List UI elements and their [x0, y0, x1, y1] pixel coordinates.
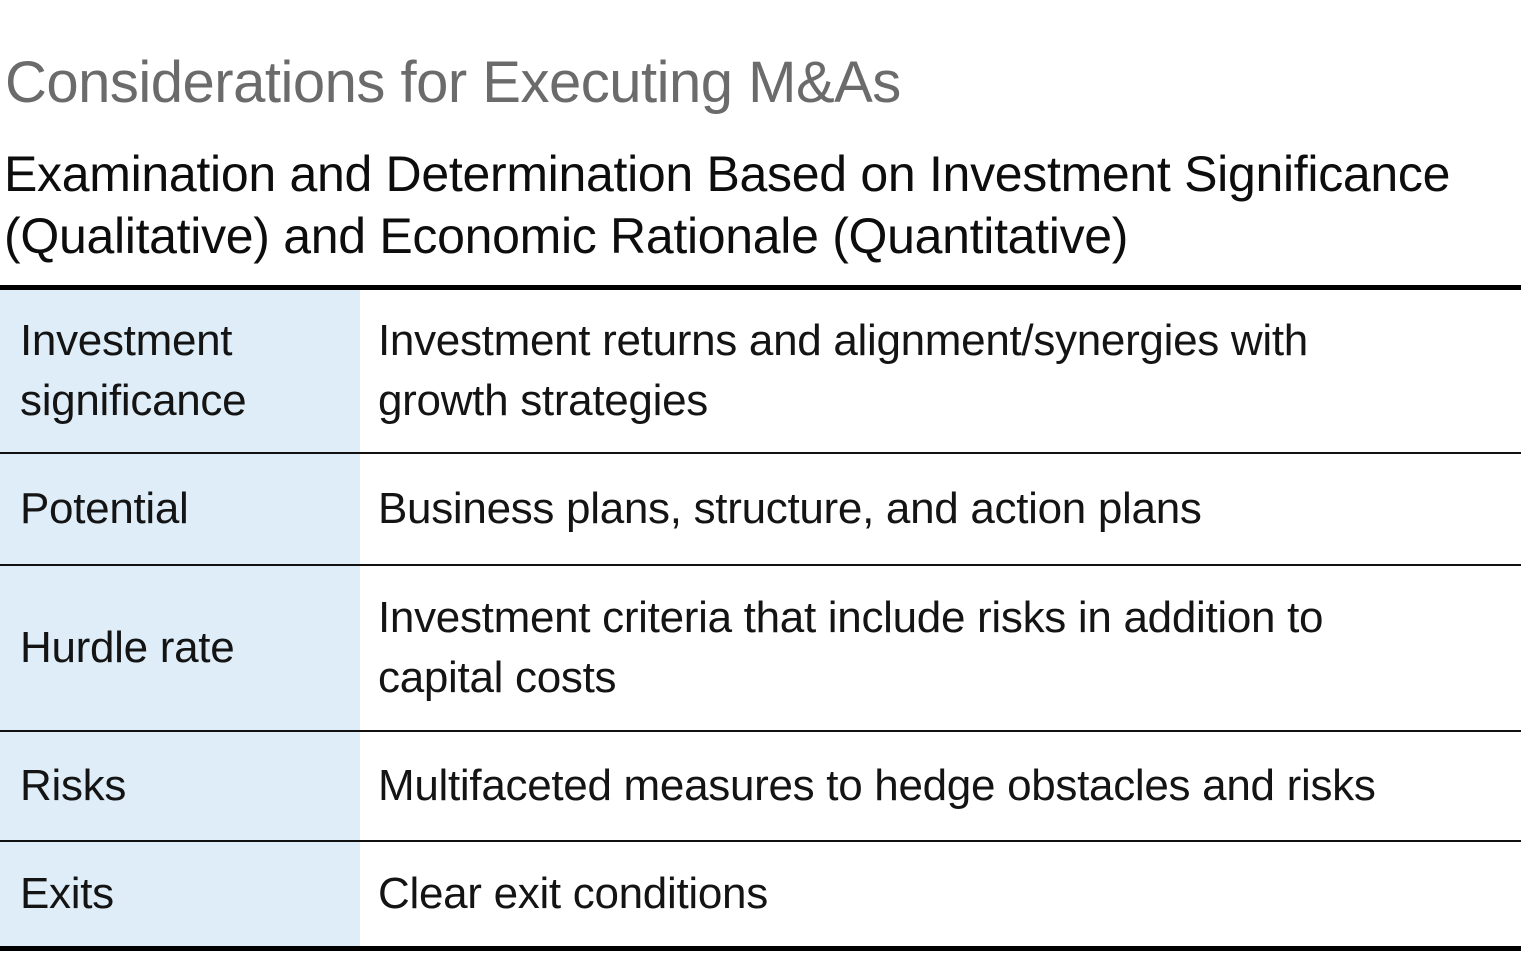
row-label: Risks: [20, 761, 127, 810]
table-row-risks: Risks Multifaceted measures to hedge obs…: [0, 730, 1521, 840]
criteria-table: Investment significance Investment retur…: [0, 285, 1521, 951]
table-row-potential: Potential Business plans, structure, and…: [0, 452, 1521, 564]
row-description-cell: Investment returns and alignment/synergi…: [360, 290, 1521, 452]
row-description-cell: Investment criteria that include risks i…: [360, 566, 1521, 730]
row-label-cell: Investment significance: [0, 290, 360, 452]
row-label: Hurdle rate: [20, 623, 235, 672]
table-row-hurdle-rate: Hurdle rate Investment criteria that inc…: [0, 564, 1521, 730]
row-description-cell: Clear exit conditions: [360, 842, 1521, 946]
row-description: Investment criteria that include risks i…: [378, 593, 1324, 702]
row-label-cell: Hurdle rate: [0, 566, 360, 730]
row-label: Exits: [20, 869, 114, 918]
row-description-cell: Business plans, structure, and action pl…: [360, 454, 1521, 564]
subtitle-line-2: (Qualitative) and Economic Rationale (Qu…: [4, 208, 1129, 264]
row-description: Business plans, structure, and action pl…: [378, 484, 1202, 533]
table-row-investment-significance: Investment significance Investment retur…: [0, 290, 1521, 452]
row-description-cell: Multifaceted measures to hedge obstacles…: [360, 732, 1521, 840]
row-label: Potential: [20, 484, 189, 533]
row-description: Multifaceted measures to hedge obstacles…: [378, 761, 1376, 810]
row-description: Investment returns and alignment/synergi…: [378, 316, 1308, 425]
page-subtitle: Examination and Determination Based on I…: [4, 143, 1450, 267]
row-label: Investment significance: [20, 316, 247, 425]
row-label-cell: Potential: [0, 454, 360, 564]
subtitle-line-1: Examination and Determination Based on I…: [4, 146, 1451, 202]
row-label-cell: Exits: [0, 842, 360, 946]
row-description: Clear exit conditions: [378, 869, 768, 918]
page-title: Considerations for Executing M&As: [5, 50, 901, 115]
row-label-cell: Risks: [0, 732, 360, 840]
table-row-exits: Exits Clear exit conditions: [0, 840, 1521, 946]
